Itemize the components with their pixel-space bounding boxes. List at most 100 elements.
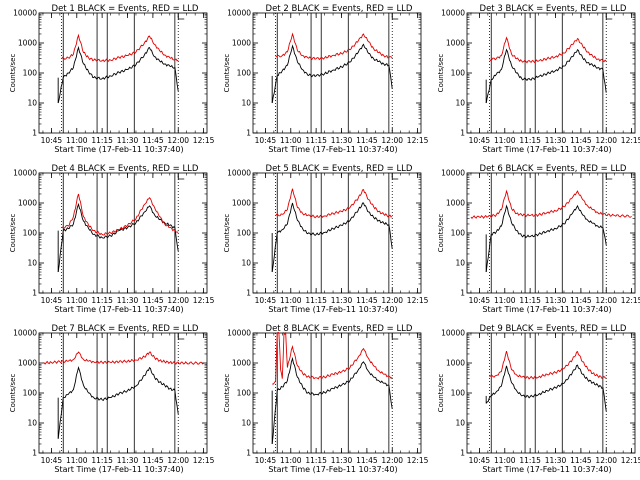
events-line — [57, 202, 179, 273]
panel-title: Det 2 BLACK = Events, RED = LLD — [266, 4, 413, 14]
end-bracket — [391, 334, 399, 340]
y-tick-label: 100 — [23, 229, 38, 238]
y-axis-label: Counts/sec — [9, 214, 17, 253]
x-tick-label: 11:45 — [142, 296, 164, 305]
y-tick-label: 1000 — [18, 359, 37, 368]
x-tick-label: 10:45 — [469, 456, 491, 465]
plot-frame — [252, 172, 422, 294]
lld-line — [470, 189, 632, 219]
y-tick-label: 1000 — [18, 199, 37, 208]
y-tick-label: 100 — [451, 389, 466, 398]
x-tick-label: 11:00 — [280, 296, 302, 305]
y-tick-label: 1000 — [446, 359, 465, 368]
y-axis-label: Counts/sec — [437, 54, 445, 93]
y-axis-label: Counts/sec — [223, 214, 231, 253]
x-tick-label: 11:30 — [117, 456, 139, 465]
x-tick-label: 10:45 — [469, 136, 491, 145]
y-tick-label: 100 — [23, 69, 38, 78]
y-tick-label: 100 — [451, 229, 466, 238]
x-tick-label: 12:00 — [595, 296, 617, 305]
x-tick-label: 11:00 — [280, 456, 302, 465]
y-tick-label: 10000 — [441, 9, 465, 18]
end-bracket — [605, 174, 613, 180]
x-tick-label: 12:00 — [381, 456, 403, 465]
y-tick-label: 1000 — [232, 359, 251, 368]
x-tick-label: 10:45 — [255, 296, 277, 305]
y-tick-label: 10 — [455, 259, 465, 268]
x-tick-label: 10:45 — [41, 136, 63, 145]
end-bracket — [391, 14, 399, 20]
y-axis-label: Counts/sec — [223, 54, 231, 93]
y-tick-label: 100 — [23, 389, 38, 398]
y-tick-label: 1000 — [18, 39, 37, 48]
x-tick-label: 12:15 — [193, 136, 215, 145]
plot-frame — [466, 332, 636, 454]
x-tick-label: 11:15 — [91, 296, 113, 305]
y-tick-label: 10 — [455, 99, 465, 108]
x-tick-label: 11:15 — [305, 136, 327, 145]
panel-title: Det 9 BLACK = Events, RED = LLD — [480, 324, 627, 334]
x-tick-label: 12:15 — [407, 456, 429, 465]
x-tick-label: 12:00 — [381, 296, 403, 305]
x-tick-label: 11:15 — [305, 456, 327, 465]
x-axis-label: Start Time (17-Feb-11 10:37:40) — [54, 465, 183, 474]
y-tick-label: 100 — [451, 69, 466, 78]
x-axis-label: Start Time (17-Feb-11 10:37:40) — [482, 145, 611, 154]
x-tick-label: 12:15 — [407, 296, 429, 305]
y-tick-label: 1000 — [446, 199, 465, 208]
lld-line — [272, 331, 393, 385]
plot-frame — [466, 172, 636, 294]
lld-line — [275, 32, 393, 61]
events-line — [57, 366, 179, 439]
y-tick-label: 10 — [241, 99, 251, 108]
panel-det-8: 1 10 100 1000 10000 10:45 11:00 11:15 11:30 11:45… — [223, 324, 429, 474]
plot-frame — [252, 12, 422, 134]
lld-line — [61, 33, 179, 63]
x-tick-label: 11:30 — [331, 136, 353, 145]
x-tick-label: 11:45 — [142, 456, 164, 465]
y-tick-label: 10000 — [227, 9, 251, 18]
events-line — [57, 45, 179, 104]
x-tick-label: 11:30 — [331, 296, 353, 305]
x-tick-label: 11:00 — [66, 136, 88, 145]
y-tick-label: 1 — [460, 449, 465, 458]
lld-line — [489, 36, 607, 64]
x-axis-label: Start Time (17-Feb-11 10:37:40) — [268, 465, 397, 474]
x-tick-label: 12:15 — [407, 136, 429, 145]
x-tick-label: 12:15 — [621, 136, 640, 145]
x-tick-label: 10:45 — [469, 296, 491, 305]
x-tick-label: 10:45 — [255, 456, 277, 465]
panel-title: Det 4 BLACK = Events, RED = LLD — [52, 164, 199, 174]
plot-frame — [38, 172, 208, 294]
y-tick-label: 10000 — [227, 329, 251, 338]
panel-det-7: 1 10 100 1000 10000 10:45 11:00 11:15 11:30 11:45… — [9, 324, 215, 474]
panel-title: Det 1 BLACK = Events, RED = LLD — [52, 4, 199, 14]
panel-title: Det 8 BLACK = Events, RED = LLD — [266, 324, 413, 334]
panel-det-5: 1 10 100 1000 10000 10:45 11:00 11:15 11:30 11:45… — [223, 164, 429, 314]
y-tick-label: 10000 — [227, 169, 251, 178]
end-bracket — [177, 174, 185, 180]
x-tick-label: 11:15 — [519, 296, 541, 305]
x-tick-label: 12:00 — [167, 136, 189, 145]
panel-det-9: 1 10 100 1000 10000 10:45 11:00 11:15 11:30 11:45… — [437, 324, 640, 474]
y-axis-label: Counts/sec — [437, 214, 445, 253]
end-bracket — [391, 174, 399, 180]
x-tick-label: 10:45 — [41, 456, 63, 465]
x-tick-label: 11:45 — [356, 456, 378, 465]
x-tick-label: 11:30 — [545, 456, 567, 465]
events-line — [485, 204, 607, 273]
y-tick-label: 1 — [460, 289, 465, 298]
y-tick-label: 1 — [246, 449, 251, 458]
panel-det-2: 1 10 100 1000 10000 10:45 11:00 11:15 11:30 11:45… — [223, 4, 429, 154]
lld-line — [275, 188, 393, 219]
x-axis-label: Start Time (17-Feb-11 10:37:40) — [54, 145, 183, 154]
x-tick-label: 12:00 — [595, 136, 617, 145]
lld-line — [42, 351, 204, 365]
x-tick-label: 11:30 — [545, 296, 567, 305]
events-line — [271, 356, 393, 445]
panel-det-3: 1 10 100 1000 10000 10:45 11:00 11:15 11:30 11:45… — [437, 4, 640, 154]
x-tick-label: 12:00 — [167, 296, 189, 305]
x-tick-label: 11:15 — [305, 296, 327, 305]
end-bracket — [177, 14, 185, 20]
